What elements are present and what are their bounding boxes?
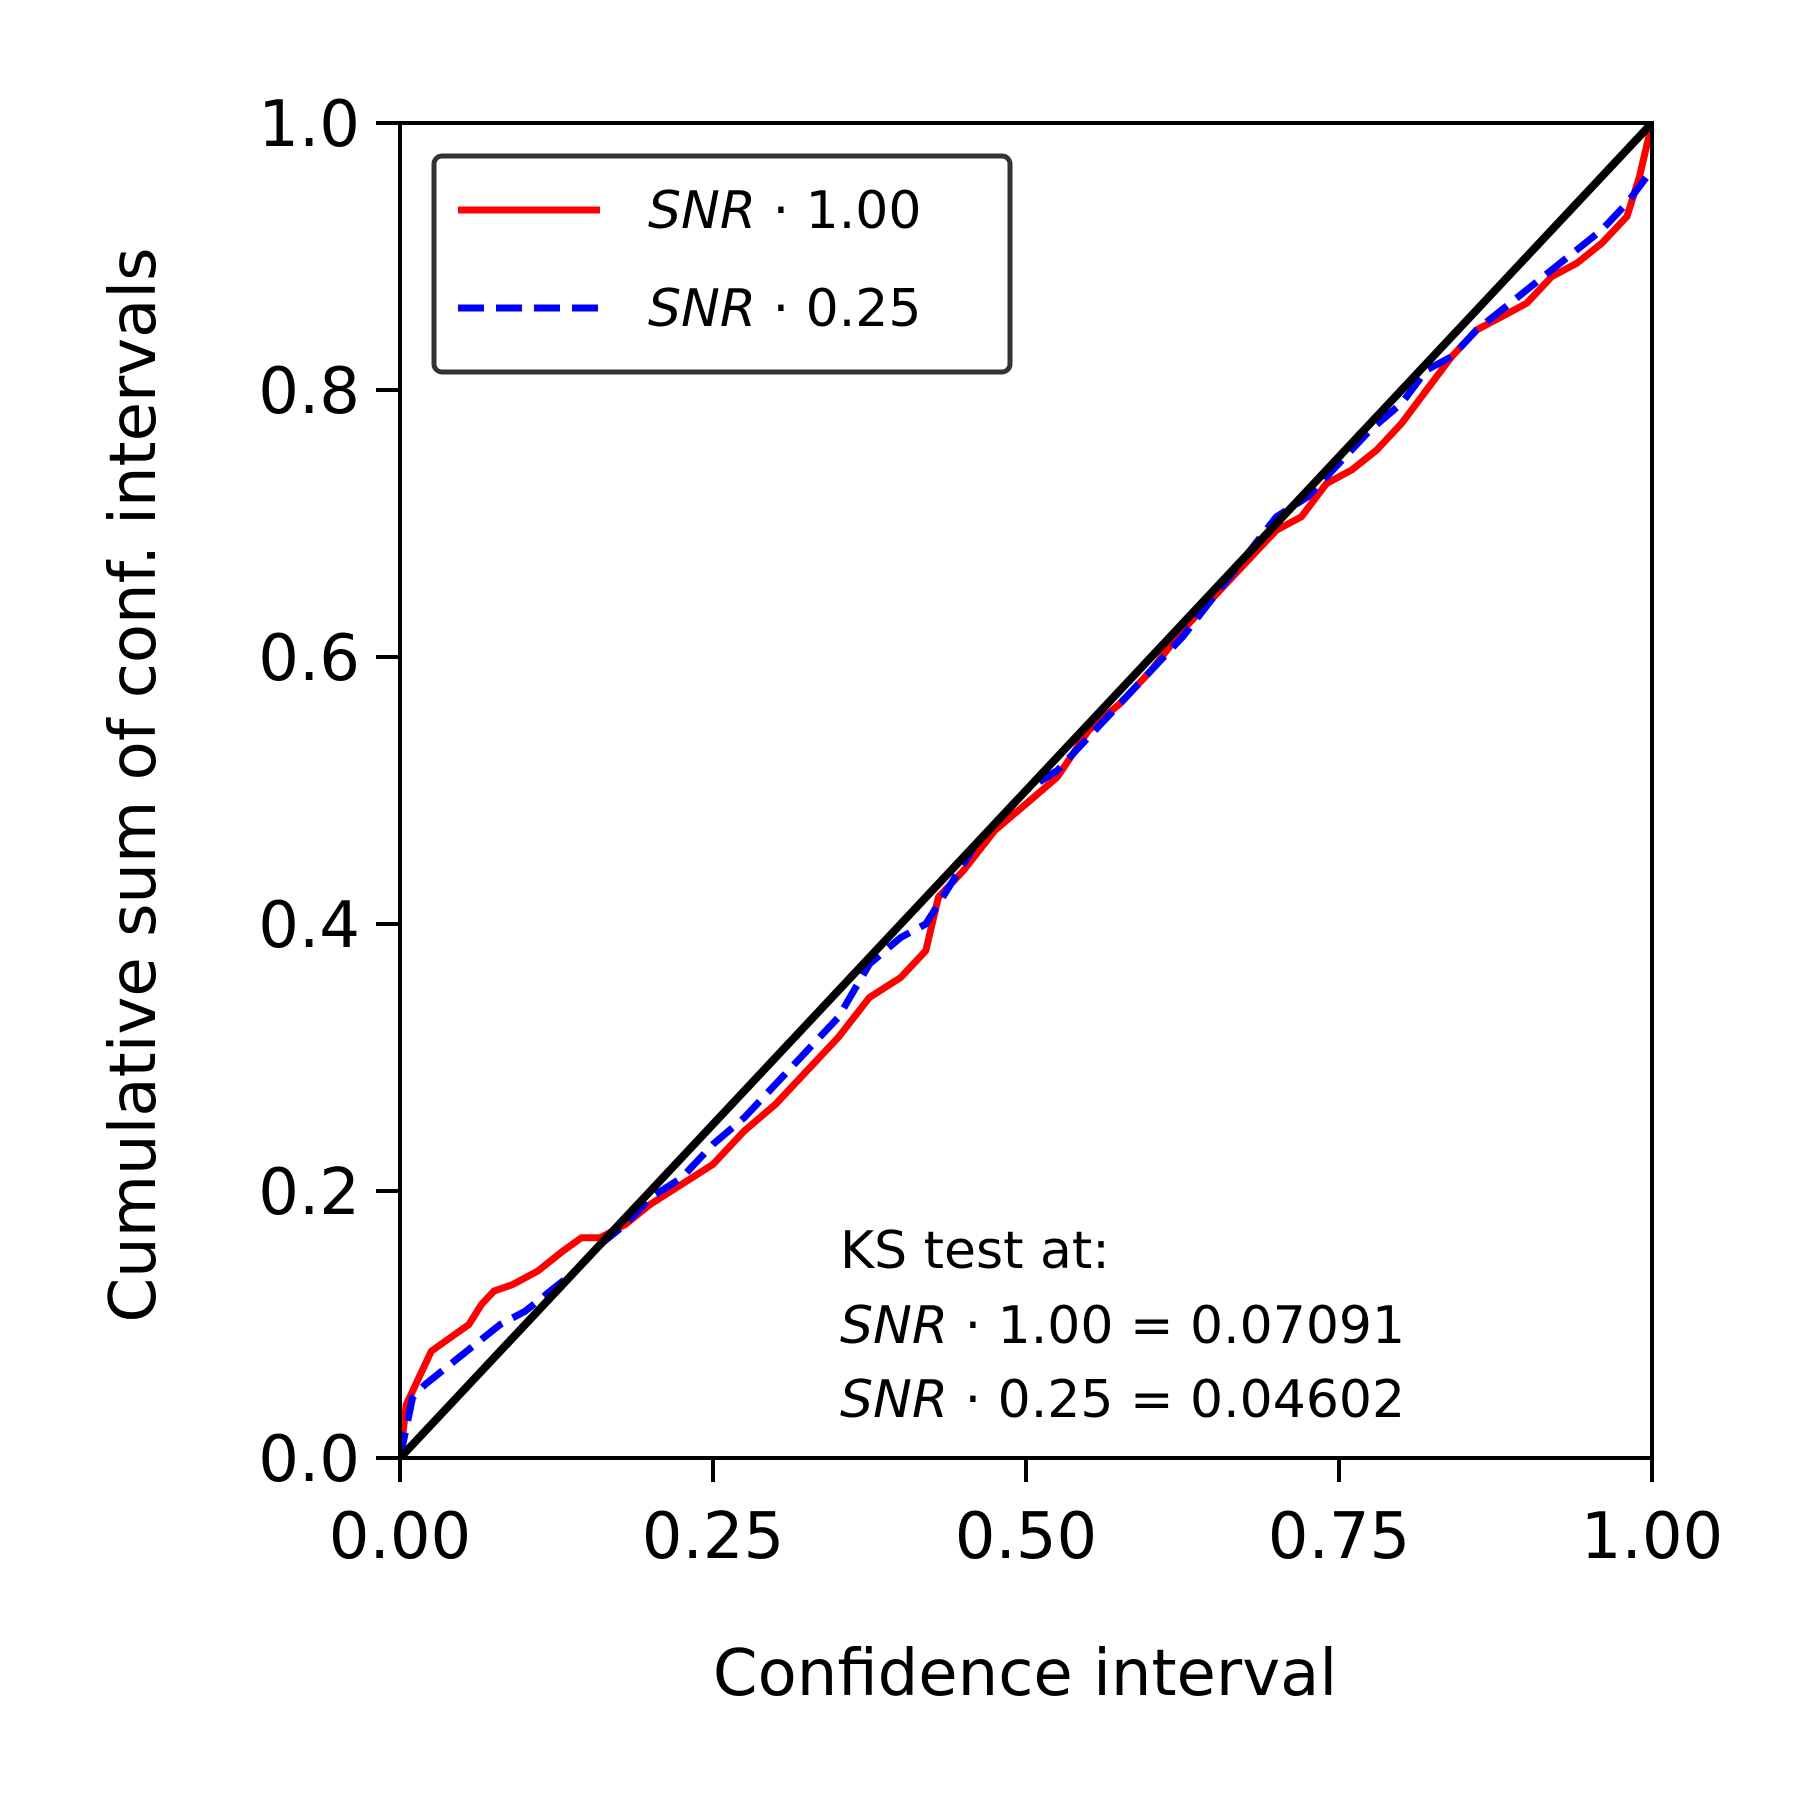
y-tick-label: 0.6 [258,622,360,696]
y-tick-label: 0.4 [258,889,360,963]
ks-test-value: SNR · 1.00 = 0.07091 [840,1296,1405,1356]
x-tick-label: 0.25 [642,1500,785,1574]
axes: 0.00 0.25 0.50 0.75 1.00 0.0 0.2 0.4 0.6 0.8 1.0 [258,88,1723,1574]
y-tick-label: 0.2 [258,1156,360,1230]
y-tick-label: 0.0 [258,1423,360,1497]
legend-label: SNR · 1.00 [648,181,921,241]
ks-test-title: KS test at: [840,1221,1110,1281]
y-tick-label: 1.0 [258,88,360,162]
series-group [400,123,1652,1458]
x-axis-label: Confidence interval [713,1637,1337,1711]
x-tick-label: 0.50 [955,1500,1098,1574]
reference-diagonal-line [400,123,1652,1458]
legend-label: SNR · 0.25 [648,279,921,339]
ks-test-annotation: KS test at: SNR · 1.00 = 0.07091 SNR · 0.2… [840,1221,1405,1430]
ks-test-value: SNR · 0.25 = 0.04602 [840,1370,1405,1430]
x-tick-label: 0.00 [329,1500,472,1574]
y-axis-label: Cumulative sum of conf. intervals [97,247,171,1322]
legend: SNR · 1.00 SNR · 0.25 [431,153,1013,375]
y-tick-label: 0.8 [258,355,360,429]
plot-area [400,123,1652,1458]
x-tick-label: 0.75 [1268,1500,1411,1574]
x-tick-label: 1.00 [1581,1500,1724,1574]
